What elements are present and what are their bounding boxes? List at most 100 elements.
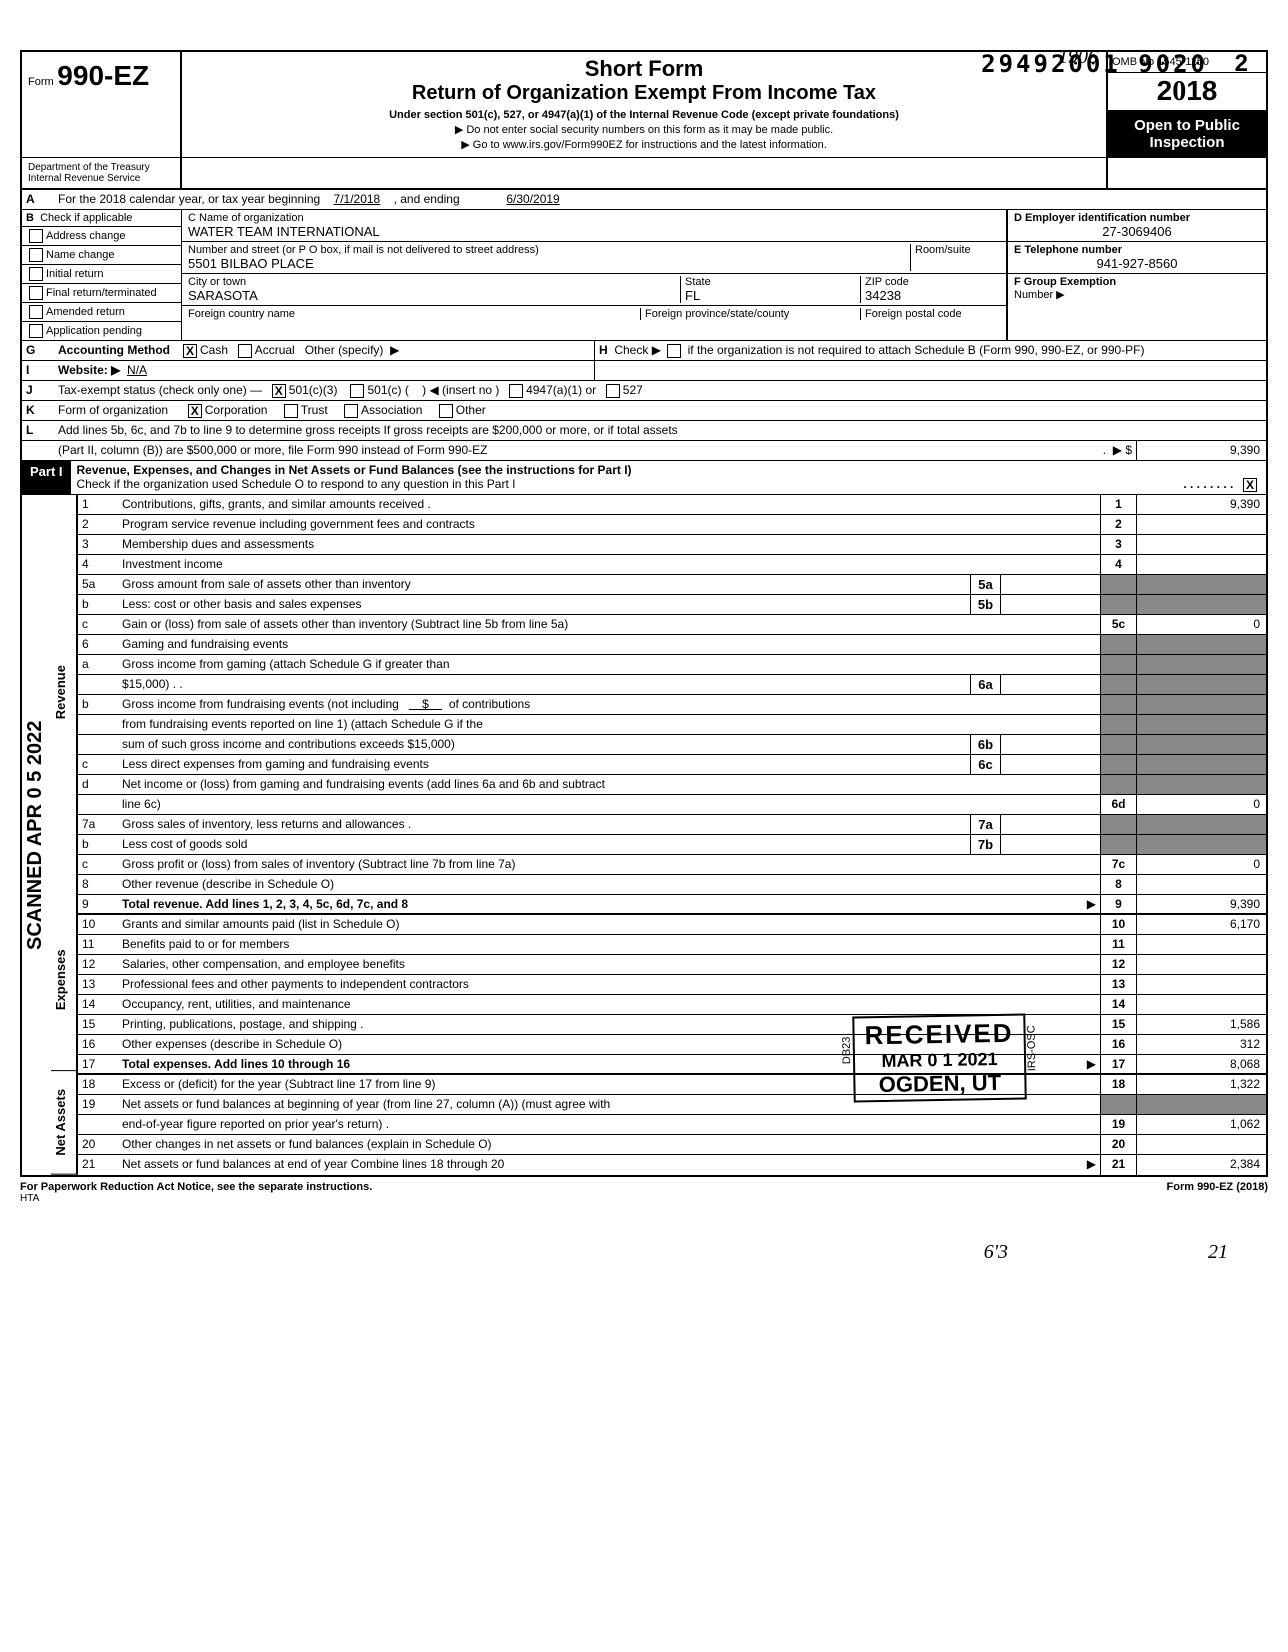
line-7a-num: 7a — [78, 815, 118, 834]
line-12-num: 12 — [78, 955, 118, 974]
line-6d-text: Net income or (loss) from gaming and fun… — [118, 775, 1100, 794]
line-1-rnum: 1 — [1100, 495, 1136, 514]
line-21-rnum: 21 — [1100, 1155, 1136, 1175]
line-h-rest: if the organization is not required to a… — [688, 343, 1145, 357]
cb-other[interactable] — [439, 404, 453, 418]
opt-accrual: Accrual — [255, 343, 295, 357]
opt-name-change: Name change — [46, 249, 115, 261]
line-10-num: 10 — [78, 915, 118, 934]
line-3: 3Membership dues and assessments3 — [78, 535, 1266, 555]
line-4-rnum: 4 — [1100, 555, 1136, 574]
form-header: Form 990-EZ Short Form Return of Organiz… — [20, 50, 1268, 157]
stamp-db23: DB23 — [841, 1036, 853, 1064]
addr-label: Number and street (or P O box, if mail i… — [188, 244, 539, 256]
line-5b: bLess: cost or other basis and sales exp… — [78, 595, 1266, 615]
stamp-received: RECEIVED — [864, 1018, 1013, 1052]
cb-501c[interactable] — [350, 384, 364, 398]
line-13-val — [1136, 975, 1266, 994]
line-5a-text: Gross amount from sale of assets other t… — [118, 575, 970, 594]
line-6b-val — [1136, 695, 1266, 714]
line-10-val: 6,170 — [1136, 915, 1266, 934]
line-7a: 7aGross sales of inventory, less returns… — [78, 815, 1266, 835]
opt-app-pending: Application pending — [46, 325, 142, 337]
line-19-val — [1136, 1095, 1266, 1114]
line-19-rnum — [1100, 1095, 1136, 1114]
line-18-val: 1,322 — [1136, 1075, 1266, 1094]
cb-app-pending[interactable] — [29, 324, 43, 338]
label-i: I — [22, 361, 54, 380]
cb-address-change[interactable] — [29, 229, 43, 243]
line-6d-num: d — [78, 775, 118, 794]
line-14-rnum: 14 — [1100, 995, 1136, 1014]
cb-schedule-o[interactable]: X — [1243, 478, 1257, 492]
title-line2: Do not enter social security numbers on … — [466, 124, 833, 136]
stamp-date: MAR 0 1 2021 — [865, 1049, 1014, 1073]
footer-form: 990-EZ — [1197, 1181, 1233, 1193]
line-11-val — [1136, 935, 1266, 954]
line-7b-boxval — [1000, 835, 1100, 854]
line-4-val — [1136, 555, 1266, 574]
line-12-text: Salaries, other compensation, and employ… — [118, 955, 1100, 974]
label-l: L — [22, 421, 54, 440]
cb-amended-return[interactable] — [29, 305, 43, 319]
line-6c-rnum — [1100, 755, 1136, 774]
line-1: 1Contributions, gifts, grants, and simil… — [78, 495, 1266, 515]
zip-label: ZIP code — [865, 276, 909, 288]
line-6a-rnum — [1100, 655, 1136, 674]
line-7c-val: 0 — [1136, 855, 1266, 874]
cb-cash[interactable]: X — [183, 344, 197, 358]
line-6b: bGross income from fundraising events (n… — [78, 695, 1266, 715]
line-5b-num: b — [78, 595, 118, 614]
fc-label: Foreign country name — [188, 308, 295, 320]
line-7c: cGross profit or (loss) from sales of in… — [78, 855, 1266, 875]
line-7b-num: b — [78, 835, 118, 854]
cb-501c3[interactable]: X — [272, 384, 286, 398]
opt-4947: 4947(a)(1) or — [526, 383, 596, 397]
opt-insert: ) ◀ (insert no ) — [422, 383, 499, 397]
label-g: G — [22, 341, 54, 360]
label-f2: Number ▶ — [1014, 289, 1065, 301]
dept-irs: Internal Revenue Service — [28, 173, 174, 184]
title-line1: Under section 501(c), 527, or 4947(a)(1)… — [190, 109, 1098, 121]
line-5a-num: 5a — [78, 575, 118, 594]
cb-527[interactable] — [606, 384, 620, 398]
line-6a-cont: $15,000) . .6a — [78, 675, 1266, 695]
line-l-symbol: ▶ $ — [1113, 443, 1132, 457]
line-5b-boxval — [1000, 595, 1100, 614]
line-k-text: Form of organization — [58, 403, 168, 417]
line-6c: cLess direct expenses from gaming and fu… — [78, 755, 1266, 775]
cb-accrual[interactable] — [238, 344, 252, 358]
line-2-rnum: 2 — [1100, 515, 1136, 534]
line-12: 12Salaries, other compensation, and empl… — [78, 955, 1266, 975]
line-5a-val — [1136, 575, 1266, 594]
state-label: State — [685, 276, 711, 288]
org-name: WATER TEAM INTERNATIONAL — [188, 224, 380, 239]
line-5b-val — [1136, 595, 1266, 614]
line-20-val — [1136, 1135, 1266, 1154]
label-f: F Group Exemption — [1014, 276, 1116, 288]
line-6a-num: a — [78, 655, 118, 674]
line-21-text: Net assets or fund balances at end of ye… — [118, 1155, 1100, 1175]
line-6d-cont: line 6c)6d0 — [78, 795, 1266, 815]
line-6c-text: Less direct expenses from gaming and fun… — [118, 755, 970, 774]
line-6c-val — [1136, 755, 1266, 774]
line-9-text: Total revenue. Add lines 1, 2, 3, 4, 5c,… — [118, 895, 1100, 913]
form-prefix: Form — [28, 76, 54, 88]
part1-title: Revenue, Expenses, and Changes in Net As… — [77, 463, 632, 477]
line-5b-rnum — [1100, 595, 1136, 614]
cb-name-change[interactable] — [29, 248, 43, 262]
title-return: Return of Organization Exempt From Incom… — [190, 82, 1098, 105]
label-b: B — [26, 212, 34, 224]
cb-4947[interactable] — [509, 384, 523, 398]
line-21-val: 2,384 — [1136, 1155, 1266, 1175]
cb-initial-return[interactable] — [29, 267, 43, 281]
handwritten-613: 6'3 — [984, 1241, 1008, 1264]
line-20: 20Other changes in net assets or fund ba… — [78, 1135, 1266, 1155]
cb-corp[interactable]: X — [188, 404, 202, 418]
line-18-rnum: 18 — [1100, 1075, 1136, 1094]
cb-final-return[interactable] — [29, 286, 43, 300]
opt-corp: Corporation — [205, 403, 268, 417]
cb-assoc[interactable] — [344, 404, 358, 418]
cb-trust[interactable] — [284, 404, 298, 418]
cb-h[interactable] — [667, 344, 681, 358]
